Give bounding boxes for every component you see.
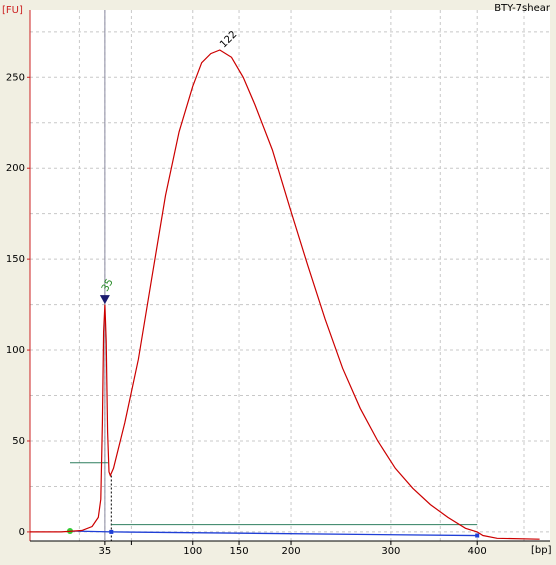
x-tick-label: 200: [281, 546, 300, 557]
plot-background: [30, 10, 550, 541]
y-tick-label: 100: [6, 345, 25, 356]
x-tick-label: 300: [381, 546, 400, 557]
y-tick-label: 200: [6, 163, 25, 174]
region-end-point: [475, 533, 480, 538]
y-tick-label: 150: [6, 254, 25, 265]
x-tick-label: 100: [183, 546, 202, 557]
axes: [29, 10, 550, 542]
series-line: [30, 49, 540, 540]
chart-title: BTY-7shear: [494, 3, 551, 14]
marker-peak-triangle: [99, 295, 110, 305]
y-axis-unit-label: [FU]: [2, 5, 23, 16]
y-tick-label: 0: [19, 527, 25, 538]
y-ticks: 0 50 100 150 200 250: [6, 72, 30, 538]
x-tick-label: 400: [468, 546, 487, 557]
x-tick-label: 35: [99, 546, 112, 557]
y-tick-label: 50: [12, 436, 25, 447]
region-start-point: [109, 529, 114, 534]
x-axis-unit-label: [bp]: [531, 545, 552, 556]
y-tick-label: 250: [6, 72, 25, 83]
x-ticks: 35 100 150 200 300 400: [99, 541, 487, 557]
series-group: [30, 49, 540, 540]
x-tick-label: 150: [229, 546, 248, 557]
annotations: [67, 10, 480, 541]
baseline-right: [111, 531, 478, 537]
